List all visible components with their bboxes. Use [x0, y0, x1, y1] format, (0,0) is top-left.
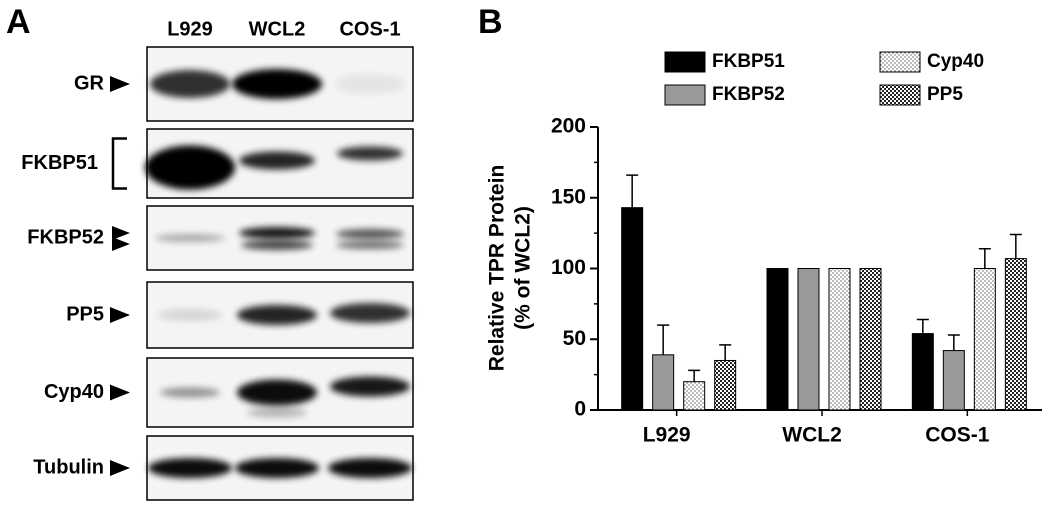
legend-label: Cyp40: [927, 51, 984, 72]
arrow-indicator: [112, 237, 130, 251]
blot-band: [336, 229, 404, 239]
row-label: FKBP51: [21, 152, 98, 174]
legend-label: FKBP51: [712, 51, 785, 72]
bar: [1004, 258, 1027, 411]
y-tick-label: 100: [551, 256, 586, 279]
error-bar: [947, 334, 960, 351]
x-tick-label: WCL2: [782, 424, 842, 447]
panel-label: B: [478, 3, 503, 41]
blot-band: [330, 376, 410, 397]
blot-band: [335, 74, 405, 94]
legend-swatch: [879, 84, 921, 106]
bar: [859, 268, 882, 411]
y-tick-label: 150: [551, 185, 586, 208]
blot-band: [328, 458, 412, 478]
blot-band: [247, 407, 307, 418]
lane-label: COS-1: [339, 18, 400, 40]
bar: [973, 268, 996, 411]
row-label: Tubulin: [33, 456, 104, 478]
row-label: FKBP52: [27, 226, 104, 248]
bracket-indicator: [111, 137, 127, 190]
bar: [714, 359, 737, 411]
blot-band: [158, 309, 222, 321]
bar: [683, 381, 706, 411]
arrow-indicator: [110, 384, 130, 401]
bar: [621, 207, 644, 411]
row-label: GR: [74, 72, 105, 94]
error-bar: [657, 324, 670, 355]
blot-band: [155, 234, 225, 242]
error-bar: [626, 174, 639, 208]
blot-band: [241, 240, 313, 250]
panel-label: A: [6, 3, 31, 41]
legend-label: PP5: [927, 84, 963, 105]
error-bar: [1009, 233, 1022, 259]
row-label: Cyp40: [44, 381, 104, 403]
bar: [797, 268, 820, 411]
arrow-indicator: [110, 76, 130, 92]
legend-swatch: [664, 84, 706, 106]
y-tick-label: 200: [551, 115, 586, 138]
error-bar: [688, 369, 701, 382]
blot-band: [237, 379, 317, 406]
legend-swatch: [879, 51, 921, 73]
bar: [652, 354, 675, 411]
blot-band: [337, 146, 403, 161]
arrow-indicator: [112, 226, 130, 240]
bar: [828, 268, 851, 411]
blot-band: [239, 227, 315, 239]
lane-label: WCL2: [249, 18, 306, 40]
blot-band: [239, 151, 315, 170]
x-tick-label: L929: [643, 424, 691, 447]
blot-band: [160, 387, 220, 398]
legend-swatch: [664, 51, 706, 73]
blot-band: [330, 303, 410, 323]
row-label: PP5: [66, 303, 104, 325]
blot-band: [150, 70, 230, 98]
y-tick-label: 0: [574, 398, 586, 421]
bar: [911, 333, 934, 411]
arrow-indicator: [110, 460, 130, 476]
blot-band: [336, 241, 404, 249]
error-bar: [719, 344, 732, 361]
blot-band: [145, 145, 235, 190]
error-bar: [916, 318, 929, 334]
blot-band: [232, 69, 322, 99]
bar: [942, 350, 965, 411]
lane-label: L929: [167, 18, 213, 40]
arrow-indicator: [110, 307, 130, 323]
blot-band: [235, 458, 319, 478]
legend-label: FKBP52: [712, 84, 785, 105]
blot-band: [148, 458, 232, 478]
y-axis-title: Relative TPR Protein: [486, 165, 509, 372]
bar: [766, 268, 789, 411]
y-axis-title: (% of WCL2): [512, 206, 535, 330]
error-bar: [978, 247, 991, 269]
blot-band: [237, 305, 317, 325]
y-tick-label: 50: [563, 327, 586, 350]
x-tick-label: COS-1: [925, 424, 990, 447]
